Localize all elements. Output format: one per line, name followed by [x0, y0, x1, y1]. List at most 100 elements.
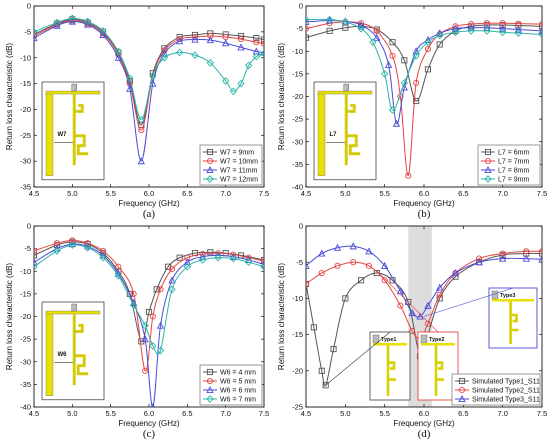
series-line [306, 19, 542, 125]
series-4 [34, 241, 264, 355]
inset-ground [317, 91, 326, 176]
y-axis-label: Return loss characteristic (dB) [5, 263, 14, 370]
data-point [373, 27, 380, 34]
x-tick-label: 6.5 [182, 409, 192, 418]
series-line [306, 24, 542, 102]
inset-connector [343, 83, 349, 92]
data-point [157, 286, 164, 293]
data-point [483, 23, 491, 31]
legend-marker [458, 386, 466, 394]
data-point [252, 52, 260, 61]
data-point [207, 249, 214, 256]
y-axis-label: Return loss characteristic (dB) [277, 43, 286, 150]
legend-label: W6 = 4 mm [220, 369, 256, 376]
legend-label: L7 = 8mm [498, 167, 529, 174]
series-4 [306, 15, 542, 114]
data-point [53, 21, 61, 29]
data-point [369, 38, 377, 47]
data-point [424, 45, 431, 53]
data-point [260, 262, 264, 271]
x-tick-label: 6.0 [144, 409, 154, 418]
data-point [389, 52, 396, 59]
data-point [373, 33, 381, 41]
data-point [436, 41, 443, 48]
inset-top-strip [421, 343, 455, 346]
data-point [318, 270, 325, 277]
y-tick-label: -20 [292, 92, 303, 101]
data-point [514, 25, 523, 33]
series-line [306, 245, 542, 318]
data-point [168, 265, 176, 273]
data-point [99, 30, 107, 39]
data-point [306, 25, 310, 32]
data-point [229, 87, 237, 96]
y-tick-label: -10 [20, 53, 31, 62]
data-point [183, 258, 191, 266]
inset-dimension-label: L7 [330, 132, 338, 138]
data-point [409, 327, 416, 335]
chart-panel-3: 4.5 5.0 5.5 6.0 6.5 7.0 7.5 0 -5 -10 -15 -20 -25 -30 -… [5, 222, 269, 440]
data-point [260, 36, 264, 43]
data-point [475, 258, 483, 266]
y-tick-label: -25 [292, 403, 303, 412]
data-point [325, 15, 334, 24]
series-2 [306, 248, 542, 342]
legend-marker [206, 157, 214, 165]
y-tick-label: -20 [292, 366, 303, 375]
legend: Simulated Type1_S11 Simulated Type2_S11 Si… [451, 373, 541, 406]
y-tick-label: -25 [20, 131, 31, 140]
data-point [322, 382, 329, 389]
inset-top-strip [373, 343, 407, 346]
data-point [424, 301, 432, 309]
legend-marker [458, 395, 466, 403]
data-point [392, 119, 401, 127]
data-point [176, 48, 184, 57]
x-tick-label: 7.0 [220, 409, 230, 418]
data-point [451, 269, 460, 277]
data-point [126, 84, 134, 92]
data-point [515, 22, 522, 29]
data-point [451, 24, 460, 32]
data-point [538, 26, 542, 34]
data-point [467, 27, 475, 35]
data-point [467, 23, 475, 31]
data-point [306, 15, 310, 24]
legend-label: W7 = 10mm [220, 158, 258, 165]
y-tick-label: -25 [20, 335, 31, 344]
y-tick-label: -15 [20, 289, 31, 298]
x-tick-label: 4.5 [301, 409, 311, 418]
data-point [522, 254, 530, 262]
x-tick-label: 6.0 [419, 409, 429, 418]
data-point [114, 271, 122, 280]
data-point [326, 27, 333, 34]
data-point [373, 270, 380, 277]
data-point [114, 53, 122, 61]
data-point [229, 254, 237, 263]
y-tick-label: -20 [20, 105, 31, 114]
data-point [408, 308, 416, 316]
inset-top-strip [45, 90, 101, 95]
data-point [424, 38, 432, 47]
series-line [34, 243, 264, 407]
series-line [306, 18, 542, 111]
data-point [499, 24, 507, 32]
x-tick-label: 7.5 [259, 189, 269, 198]
data-point [400, 79, 408, 87]
data-point [499, 21, 506, 29]
x-tick-label: 7.0 [497, 409, 507, 418]
data-point [138, 127, 145, 134]
data-point [84, 17, 92, 26]
data-point [412, 47, 420, 55]
legend-label: L7 = 9mm [498, 176, 529, 183]
data-point [538, 21, 542, 28]
inset-connector [491, 290, 499, 300]
legend-marker [206, 148, 214, 156]
series-2 [306, 18, 542, 179]
data-point [150, 403, 155, 407]
inset-type2: Type2 [417, 331, 459, 401]
data-point [149, 342, 157, 350]
data-point [306, 280, 310, 287]
data-point [412, 51, 420, 60]
data-point [538, 255, 542, 263]
data-point [207, 32, 214, 40]
